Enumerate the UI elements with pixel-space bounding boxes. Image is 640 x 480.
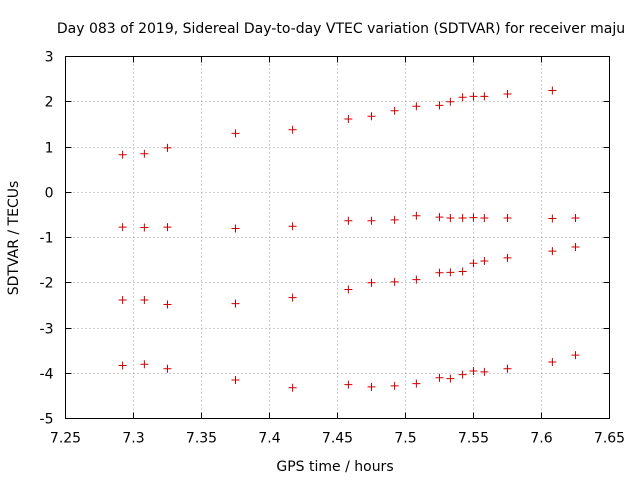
data-point bbox=[480, 214, 489, 223]
data-point bbox=[140, 360, 149, 369]
grid bbox=[65, 56, 610, 419]
data-point bbox=[571, 243, 580, 252]
data-point bbox=[231, 299, 240, 308]
data-point bbox=[503, 253, 512, 262]
y-tick-label: 2 bbox=[45, 95, 54, 111]
data-point bbox=[367, 382, 376, 391]
data-point bbox=[231, 376, 240, 385]
data-point bbox=[458, 370, 467, 379]
x-tick-label: 7.25 bbox=[50, 431, 81, 447]
data-point bbox=[435, 268, 444, 277]
data-point bbox=[480, 257, 489, 266]
data-point bbox=[469, 259, 478, 268]
data-point bbox=[469, 213, 478, 222]
data-point bbox=[458, 214, 467, 223]
plot-frame bbox=[65, 56, 610, 419]
axis-ticks: 7.25 7.3 7.35 7.4 7.45 7.5 7.55 7.6 7.65 -5 -4 -3 -2… bbox=[40, 50, 626, 447]
data-point bbox=[412, 275, 421, 284]
x-tick-label: 7.6 bbox=[530, 431, 552, 447]
data-point bbox=[435, 213, 444, 222]
data-point bbox=[503, 90, 512, 99]
data-point bbox=[469, 366, 478, 375]
data-point bbox=[548, 86, 557, 95]
x-tick-label: 7.5 bbox=[394, 431, 416, 447]
data-point bbox=[458, 267, 467, 276]
data-point bbox=[548, 357, 557, 366]
data-point bbox=[503, 214, 512, 223]
data-point bbox=[446, 214, 455, 223]
data-point bbox=[288, 125, 297, 134]
y-tick-label: 0 bbox=[45, 186, 54, 202]
data-point bbox=[446, 268, 455, 277]
data-point bbox=[571, 351, 580, 360]
y-tick-label: -2 bbox=[40, 276, 54, 292]
data-point bbox=[390, 215, 399, 224]
data-point bbox=[367, 278, 376, 287]
data-point bbox=[231, 129, 240, 138]
data-point bbox=[412, 211, 421, 220]
y-tick-label: 3 bbox=[45, 50, 54, 66]
data-point bbox=[503, 364, 512, 373]
data-point bbox=[469, 92, 478, 101]
data-point bbox=[412, 102, 421, 111]
data-point bbox=[118, 295, 127, 304]
data-point bbox=[390, 106, 399, 115]
y-tick-label: -5 bbox=[40, 412, 54, 428]
data-point bbox=[344, 285, 353, 294]
x-tick-label: 7.45 bbox=[322, 431, 353, 447]
data-point bbox=[480, 367, 489, 376]
data-point bbox=[548, 214, 557, 223]
y-axis-label: SDTVAR / TECUs bbox=[6, 181, 22, 296]
x-tick-label: 7.3 bbox=[122, 431, 144, 447]
data-point bbox=[288, 383, 297, 392]
data-point bbox=[140, 149, 149, 158]
data-point bbox=[446, 374, 455, 383]
data-points bbox=[118, 86, 580, 392]
data-point bbox=[548, 247, 557, 256]
data-point bbox=[118, 223, 127, 232]
x-tick-label: 7.4 bbox=[258, 431, 280, 447]
data-point bbox=[571, 214, 580, 223]
data-point bbox=[367, 216, 376, 225]
data-point bbox=[344, 114, 353, 123]
data-point bbox=[140, 223, 149, 232]
x-tick-label: 7.55 bbox=[458, 431, 489, 447]
data-point bbox=[163, 364, 172, 373]
data-point bbox=[231, 224, 240, 233]
data-point bbox=[412, 379, 421, 388]
data-point bbox=[390, 277, 399, 286]
chart-title: Day 083 of 2019, Sidereal Day-to-day VTE… bbox=[57, 21, 625, 37]
data-point bbox=[140, 295, 149, 304]
data-point bbox=[344, 380, 353, 389]
data-point bbox=[118, 361, 127, 370]
x-axis-label: GPS time / hours bbox=[276, 459, 393, 475]
data-point bbox=[390, 381, 399, 390]
data-point bbox=[435, 101, 444, 110]
x-tick-label: 7.65 bbox=[594, 431, 625, 447]
y-tick-label: 1 bbox=[45, 141, 54, 157]
data-point bbox=[344, 216, 353, 225]
data-point bbox=[435, 373, 444, 382]
data-point bbox=[163, 143, 172, 152]
data-point bbox=[163, 223, 172, 232]
x-tick-label: 7.35 bbox=[186, 431, 217, 447]
data-point bbox=[288, 222, 297, 231]
y-tick-label: -4 bbox=[40, 367, 54, 383]
data-point bbox=[288, 293, 297, 302]
data-point bbox=[446, 97, 455, 106]
data-point bbox=[367, 112, 376, 121]
data-point bbox=[163, 300, 172, 309]
data-point bbox=[480, 92, 489, 101]
y-tick-label: -1 bbox=[40, 231, 54, 247]
data-point bbox=[118, 150, 127, 159]
y-tick-label: -3 bbox=[40, 322, 54, 338]
data-point bbox=[458, 93, 467, 102]
